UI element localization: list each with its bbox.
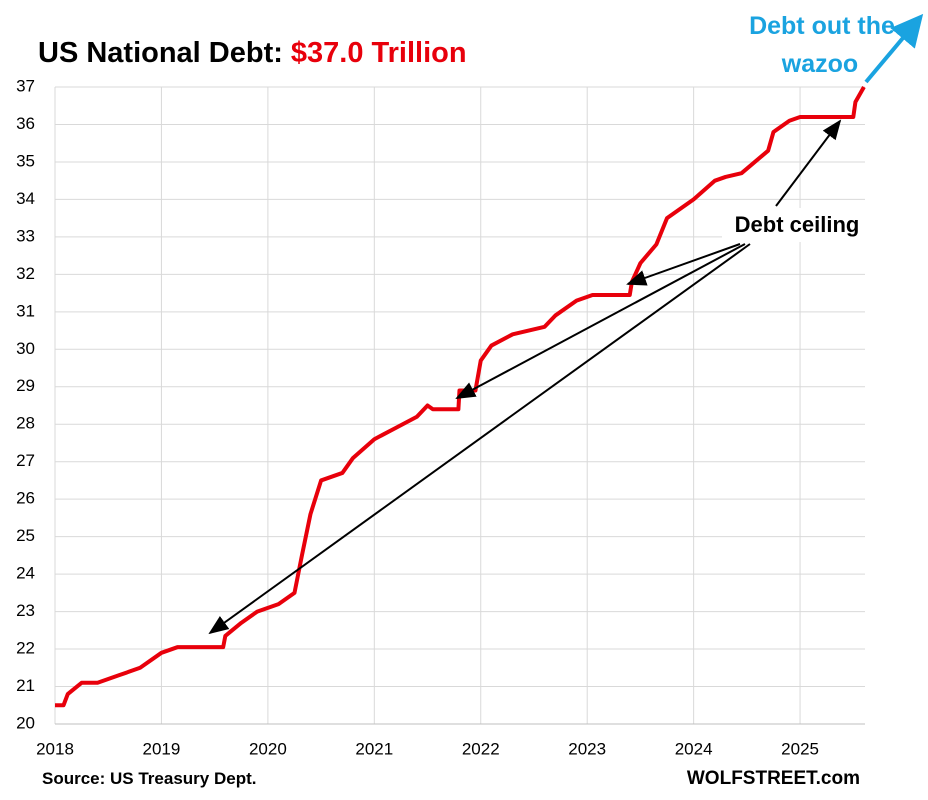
annotation: Debt out the xyxy=(749,12,895,40)
x-tick-label: 2023 xyxy=(568,739,606,758)
title-text: US National Debt: xyxy=(38,37,283,69)
y-tick-label: 30 xyxy=(16,339,35,358)
annotation-arrow xyxy=(208,243,751,635)
x-tick-label: 2025 xyxy=(781,739,819,758)
title-value: $37.0 Trillion xyxy=(291,37,467,69)
y-tick-label: 35 xyxy=(16,151,35,170)
y-tick-label: 25 xyxy=(16,526,35,545)
x-tick-label: 2019 xyxy=(143,739,181,758)
credit: WOLFSTREET.com xyxy=(687,768,860,789)
y-tick-label: 31 xyxy=(16,301,35,320)
y-tick-label: 34 xyxy=(16,189,35,208)
x-tick-label: 2022 xyxy=(462,739,500,758)
x-tick-label: 2020 xyxy=(249,739,287,758)
chart-title: US National Debt: $37.0 Trillion xyxy=(38,37,467,69)
annotation: Debt ceiling xyxy=(735,212,860,237)
annotation-arrow xyxy=(455,243,746,399)
y-tick-label: 27 xyxy=(16,451,35,470)
y-tick-label: 28 xyxy=(16,414,35,433)
y-tick-label: 24 xyxy=(16,564,35,583)
annotation-arrow xyxy=(775,119,842,207)
y-tick-label: 36 xyxy=(16,114,35,133)
annotation-arrow xyxy=(626,243,741,286)
y-tick-label: 32 xyxy=(16,264,35,283)
y-tick-label: 26 xyxy=(16,489,35,508)
y-tick-label: 23 xyxy=(16,601,35,620)
x-tick-label: 2018 xyxy=(36,739,74,758)
y-tick-label: 21 xyxy=(16,676,35,695)
x-tick-label: 2021 xyxy=(355,739,393,758)
y-tick-label: 20 xyxy=(16,713,35,732)
annotation-arrow xyxy=(864,13,924,84)
label-bg xyxy=(722,208,868,242)
y-tick-label: 29 xyxy=(16,376,35,395)
y-tick-label: 33 xyxy=(16,226,35,245)
source: Source: US Treasury Dept. xyxy=(42,769,256,788)
y-tick-label: 37 xyxy=(16,76,35,95)
x-tick-label: 2024 xyxy=(675,739,713,758)
y-tick-label: 22 xyxy=(16,639,35,658)
data-line xyxy=(55,86,866,708)
annotation: wazoo xyxy=(781,50,858,78)
annotation-arrows xyxy=(208,119,842,635)
